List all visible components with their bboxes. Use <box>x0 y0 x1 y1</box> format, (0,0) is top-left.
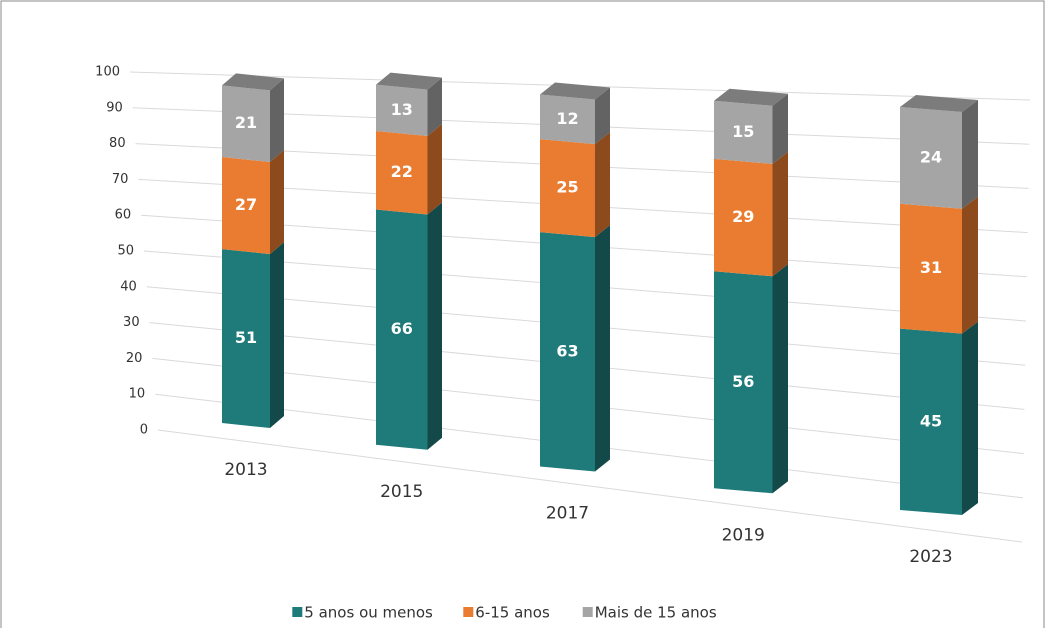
bar-side <box>962 196 978 334</box>
bar-side <box>270 78 284 163</box>
data-label: 25 <box>556 178 578 197</box>
bar-segment <box>540 232 595 472</box>
bar-segment <box>540 94 595 145</box>
y-tick-label: 80 <box>109 136 126 151</box>
data-label: 45 <box>920 411 942 430</box>
data-label: 22 <box>391 162 413 181</box>
x-tick-label: 2015 <box>380 482 423 502</box>
data-label: 29 <box>732 207 754 226</box>
y-tick-label: 0 <box>140 423 148 438</box>
grid-line <box>157 429 1023 543</box>
y-tick-label: 100 <box>95 65 120 80</box>
bar-side <box>595 87 610 145</box>
x-tick-label: 2013 <box>224 460 267 480</box>
bar-side <box>772 93 788 164</box>
bar-top <box>222 73 284 91</box>
bar-side <box>962 321 978 515</box>
y-tick-label: 40 <box>120 279 137 294</box>
data-label: 56 <box>732 372 754 391</box>
bar-side <box>427 77 442 137</box>
bar-segment <box>900 203 962 334</box>
x-tick-label: 2019 <box>722 525 765 545</box>
y-tick-label: 30 <box>123 315 140 330</box>
bar-side <box>427 124 442 215</box>
data-label: 63 <box>556 341 578 360</box>
bar-side <box>427 202 442 450</box>
legend-swatch <box>582 607 593 617</box>
bar-segment <box>540 139 595 238</box>
bar-segment <box>714 158 773 277</box>
data-label: 51 <box>235 328 257 347</box>
legend-swatch <box>292 607 303 617</box>
bar-side <box>595 132 610 238</box>
y-tick-label: 90 <box>106 100 123 115</box>
bar-segment <box>222 157 270 255</box>
bar-side <box>962 100 978 209</box>
x-tick-label: 2023 <box>909 547 952 567</box>
bar-side <box>772 264 788 494</box>
bar-segment <box>222 249 270 428</box>
bar-top <box>714 88 788 106</box>
y-tick-label: 20 <box>126 351 143 366</box>
bar-top <box>376 72 442 90</box>
bar-segment <box>900 107 962 209</box>
y-tick-label: 60 <box>115 208 132 223</box>
data-label: 15 <box>732 122 754 141</box>
bar-segment <box>222 85 270 163</box>
data-label: 27 <box>235 195 257 214</box>
legend-label: 6-15 anos <box>475 604 550 622</box>
bar-side <box>270 242 284 428</box>
data-label: 66 <box>391 319 413 338</box>
legend-label: Mais de 15 anos <box>595 604 717 622</box>
legend-swatch <box>463 607 474 617</box>
data-label: 21 <box>235 113 257 132</box>
bar-segment <box>376 131 428 215</box>
legend-label: 5 anos ou menos <box>304 604 433 622</box>
bar-side <box>772 151 788 277</box>
bar-side <box>595 225 610 472</box>
bar-segment <box>714 271 773 494</box>
data-label: 12 <box>556 109 578 128</box>
y-tick-label: 10 <box>129 387 146 402</box>
bar-segment <box>714 100 773 164</box>
data-label: 31 <box>920 258 942 277</box>
y-tick-label: 50 <box>117 244 134 259</box>
bar-top <box>900 95 978 112</box>
data-label: 24 <box>920 147 942 166</box>
data-label: 13 <box>391 100 413 119</box>
bar-segment <box>900 328 962 515</box>
x-tick-label: 2017 <box>546 504 589 524</box>
bar-side <box>270 150 284 255</box>
bar-segment <box>376 84 428 137</box>
y-tick-label: 70 <box>112 172 129 187</box>
bar-segment <box>376 209 428 450</box>
bar-top <box>540 82 610 100</box>
